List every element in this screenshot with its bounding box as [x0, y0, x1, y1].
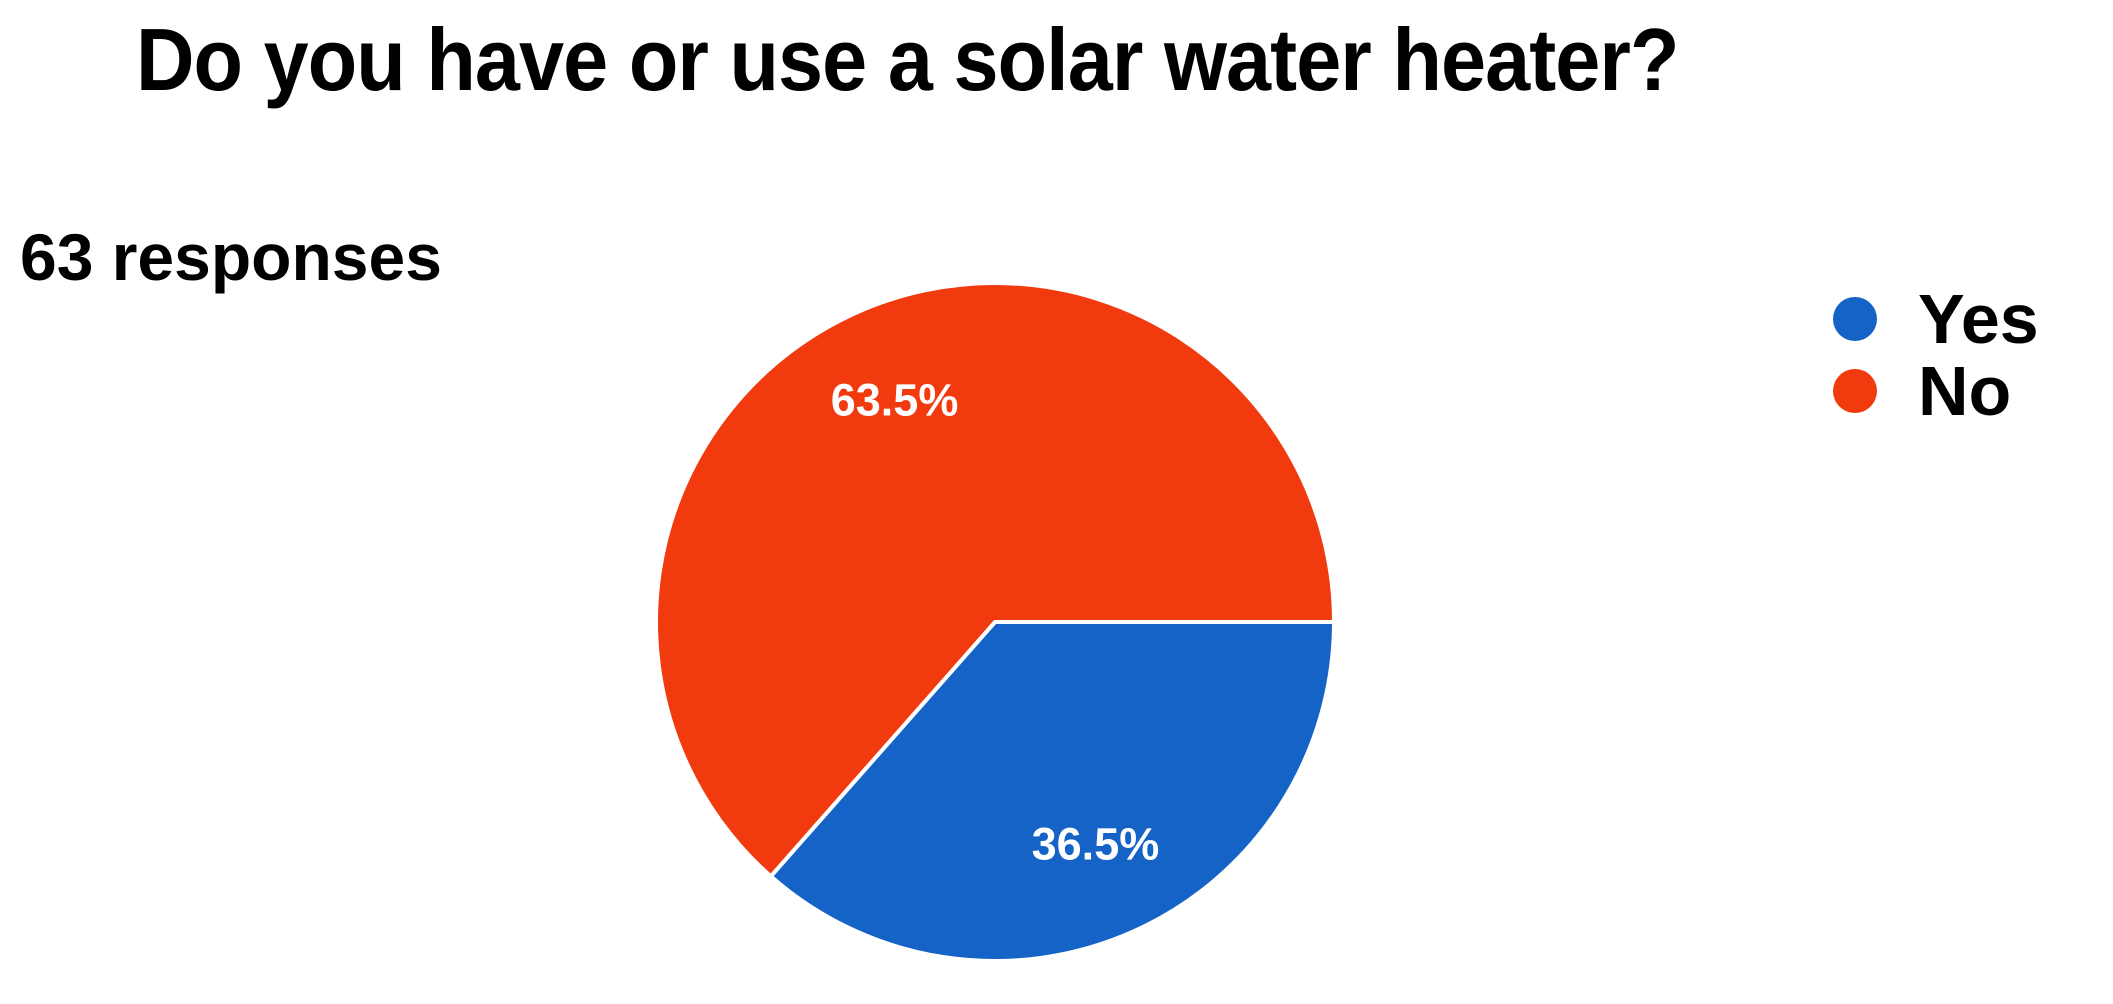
legend-label-no: No — [1918, 352, 2012, 430]
legend-dot-yes-icon — [1833, 297, 1877, 341]
slice-percent-label-no: 63.5% — [830, 374, 959, 426]
legend-item-yes: Yes — [1833, 284, 2039, 354]
responses-count-label: 63 responses — [20, 220, 442, 294]
slice-percent-label-yes: 36.5% — [1031, 818, 1160, 870]
chart-title: Do you have or use a solar water heater? — [136, 10, 1679, 109]
legend-item-no: No — [1833, 356, 2011, 426]
legend-label-yes: Yes — [1918, 280, 2039, 358]
legend-dot-no-icon — [1833, 369, 1877, 413]
pie-slice-no[interactable] — [654, 281, 1336, 879]
pie-slice-yes[interactable] — [768, 620, 1336, 964]
